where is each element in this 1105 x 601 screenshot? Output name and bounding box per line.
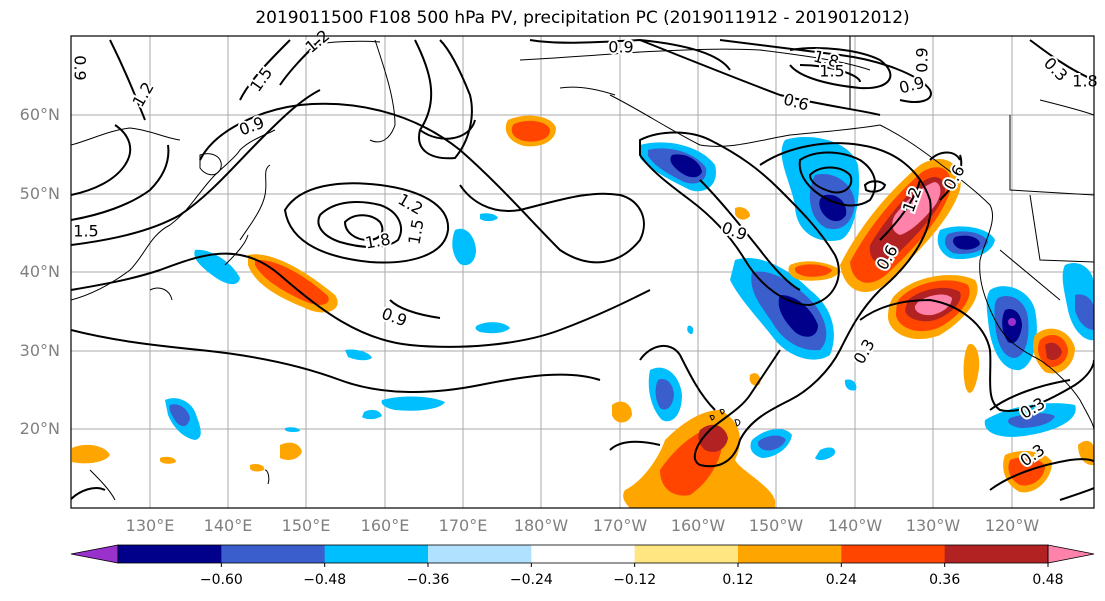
colorbar-extend-high	[1047, 544, 1095, 564]
colorbar-segment	[531, 545, 636, 563]
colorbar-outline	[117, 544, 1049, 564]
colorbar-tick-label: 0.12	[722, 572, 753, 588]
lat-label: 40°N	[20, 262, 60, 281]
colorbar-tick-label: −0.12	[613, 572, 656, 588]
contour-label: 0.9	[608, 38, 633, 57]
colorbar-segment	[221, 545, 326, 563]
colorbar-segment	[944, 545, 1049, 563]
lon-label: 160°E	[361, 516, 410, 535]
lon-label: 150°E	[282, 516, 331, 535]
contour-label: 1.5	[819, 62, 844, 81]
lon-label: 140°W	[828, 516, 883, 535]
contour-label: 0.9	[913, 47, 932, 72]
lat-label: 50°N	[20, 184, 60, 203]
lon-label: 150°W	[749, 516, 804, 535]
colorbar-tick-label: −0.24	[510, 572, 553, 588]
colorbar-segment	[738, 545, 842, 563]
lat-label: 60°N	[20, 105, 60, 124]
lat-label: 30°N	[20, 341, 60, 360]
colorbar-extend-low	[70, 544, 119, 564]
lon-label: 120°W	[985, 516, 1040, 535]
contour-label: 0.9	[71, 55, 90, 80]
colorbar-segment	[118, 545, 222, 563]
contour-label: 1.5	[73, 222, 98, 241]
contour-label: 1.5	[404, 218, 427, 246]
lat-label: 20°N	[20, 419, 60, 438]
lon-label: 160°W	[671, 516, 726, 535]
contour-labels: 0.91.2 1.51.50.91.21.8 1.50.91.2 0.9 1.81.50…	[69, 24, 1100, 472]
lon-label: 140°E	[204, 516, 253, 535]
colorbar-segment	[634, 545, 739, 563]
colorbar-tick-label: 0.48	[1032, 572, 1063, 588]
colorbar-tick-label: −0.36	[407, 572, 450, 588]
colorbar-tick-label: −0.48	[303, 572, 346, 588]
colorbar: −0.60 −0.48 −0.36 −0.24 −0.12 0.12 0.24 0.36 0.4…	[70, 544, 1095, 588]
lon-label: 130°W	[906, 516, 961, 535]
colorbar-segment	[428, 545, 532, 563]
colorbar-segment	[841, 545, 946, 563]
lon-label: 170°W	[593, 516, 648, 535]
map-title: 2019011500 F108 500 hPa PV, precipitatio…	[255, 8, 910, 28]
lon-label: 130°E	[126, 516, 175, 535]
contour-label: 1.8	[1072, 72, 1097, 91]
lon-label: 170°E	[439, 516, 488, 535]
colorbar-tick-label: 0.36	[929, 572, 960, 588]
colorbar-tick-label: −0.60	[200, 572, 243, 588]
lon-label: 180°W	[514, 516, 569, 535]
longitude-labels: 130°E 140°E 150°E 160°E 170°E 180°W 170°…	[126, 516, 1040, 535]
colorbar-segment	[324, 545, 429, 563]
map-frame	[70, 35, 1095, 509]
pv-contours	[71, 38, 1094, 501]
latitude-labels: 60°N 50°N 40°N 30°N 20°N	[20, 105, 60, 438]
colorbar-tick-label: 0.24	[826, 572, 857, 588]
